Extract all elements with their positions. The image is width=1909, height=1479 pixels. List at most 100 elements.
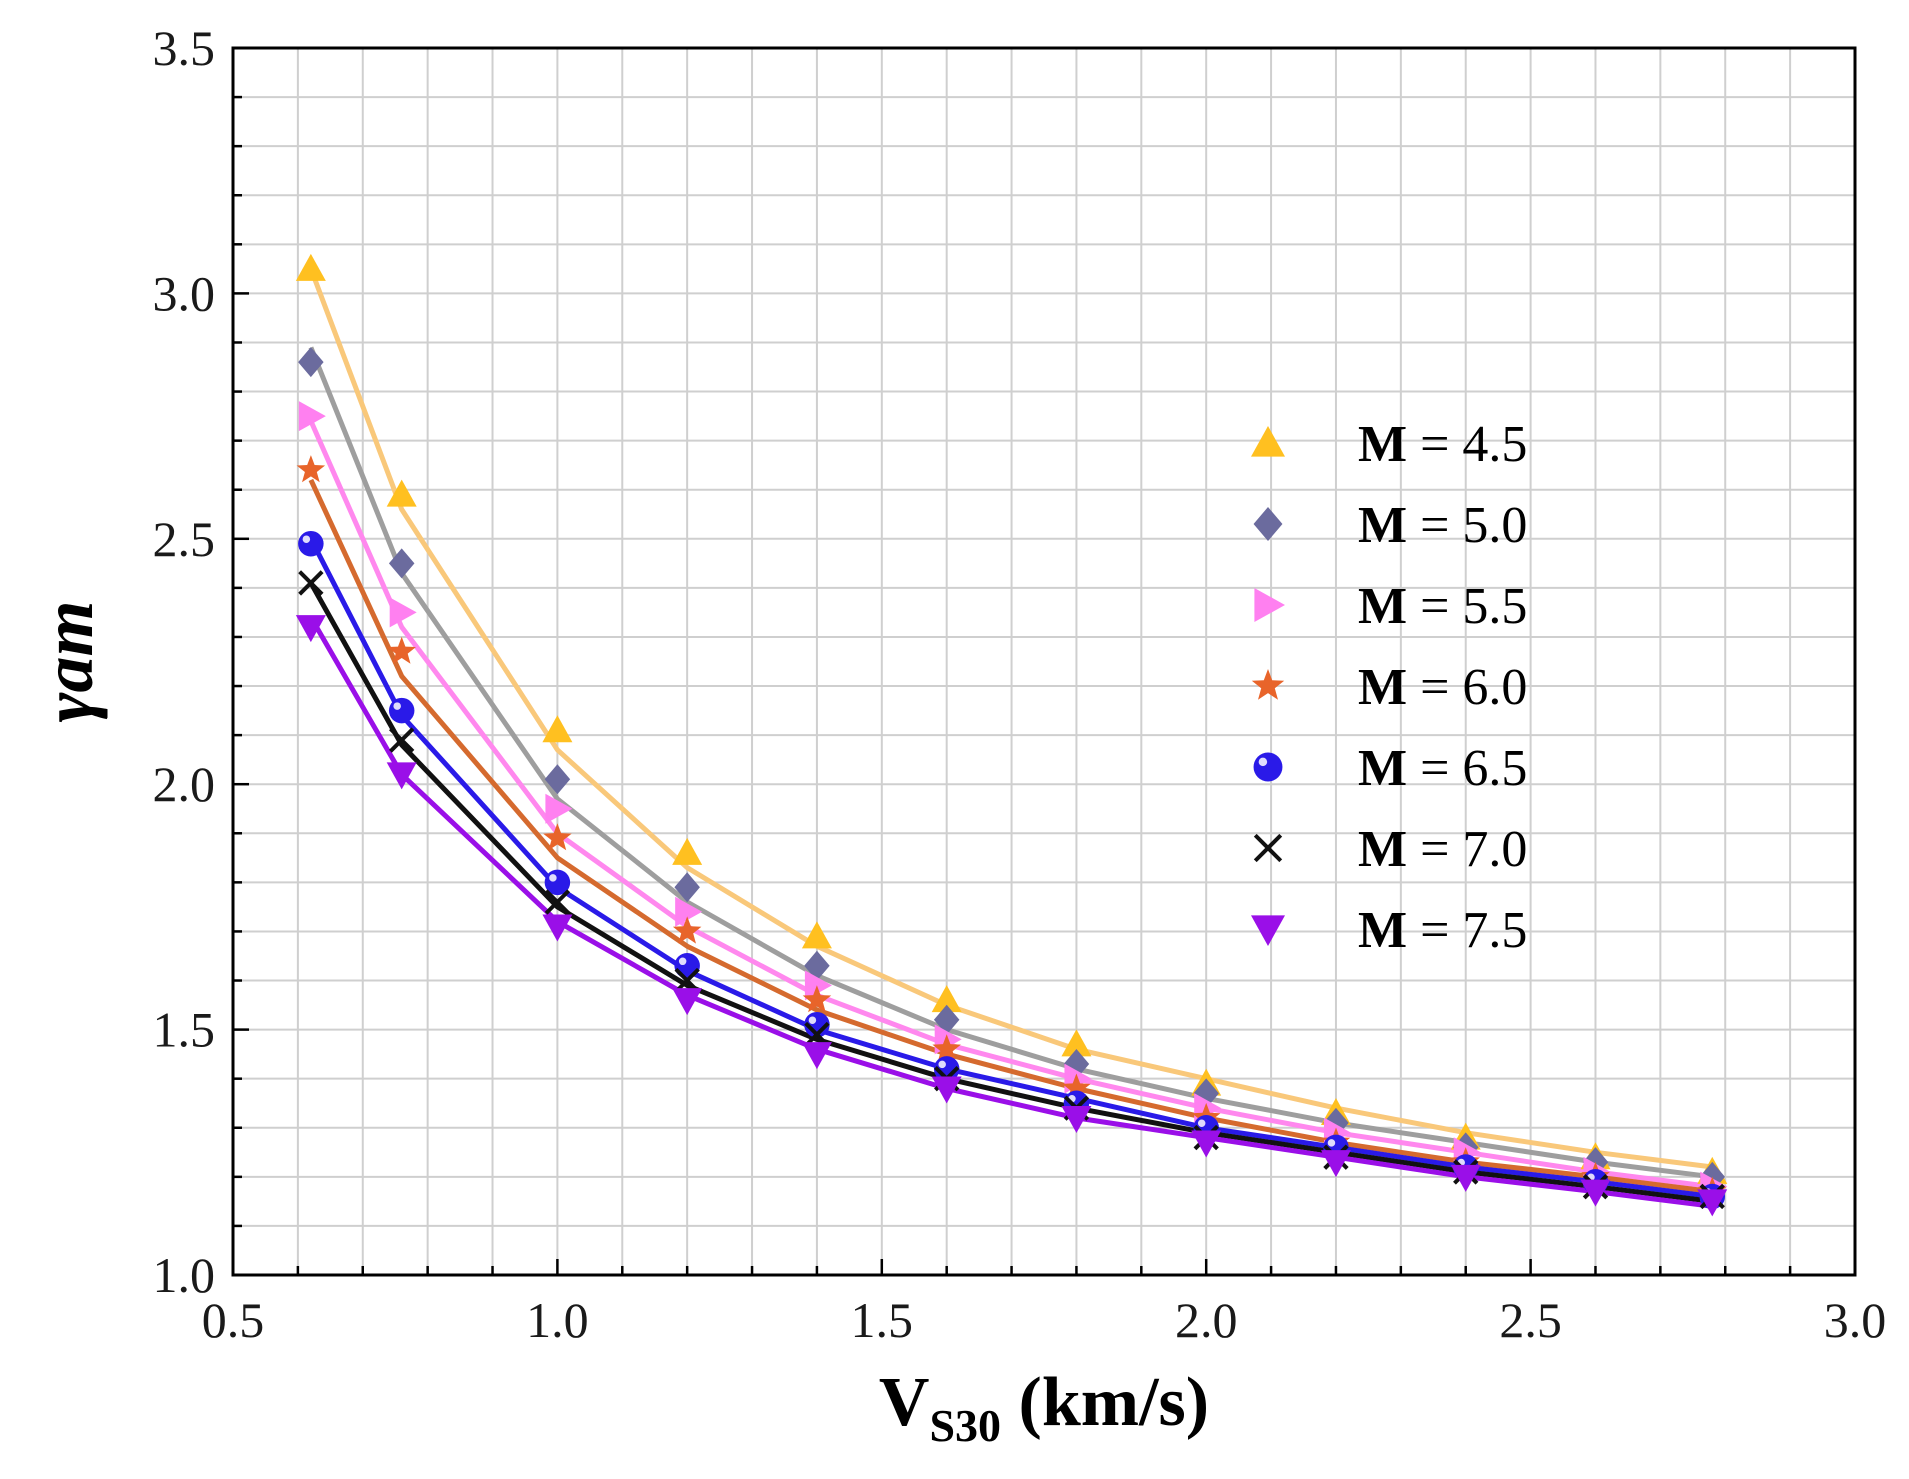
legend-label-suffix: = 5.0 (1407, 497, 1527, 554)
series-7-markers (295, 615, 1728, 1217)
legend-marker-triangle-right-icon (1254, 588, 1285, 622)
data-point (298, 401, 326, 432)
data-point (674, 967, 700, 994)
x-tick-label: 3.0 (1824, 1292, 1887, 1348)
data-point (672, 837, 703, 865)
data-point (1450, 1164, 1481, 1192)
fit-line-series-6 (308, 581, 1713, 1204)
legend-label-prefix: M (1358, 902, 1407, 959)
legend-item: M = 7.5 (1251, 902, 1527, 959)
x-tick-label: 0.5 (202, 1292, 265, 1348)
legend-label: M = 7.0 (1358, 821, 1527, 878)
fit-line-series-2 (308, 346, 1713, 1180)
data-point (1191, 1130, 1222, 1158)
legend-label-prefix: M (1358, 659, 1407, 716)
data-point (672, 988, 703, 1016)
data-point (386, 479, 417, 507)
legend-label-prefix: M (1358, 578, 1407, 635)
axis-ticks (231, 46, 1857, 1277)
legend-item: M = 5.0 (1253, 497, 1527, 554)
data-point (931, 1076, 962, 1104)
data-point (933, 1004, 960, 1035)
data-point (672, 916, 702, 944)
data-point (295, 253, 326, 281)
y-tick-label: 2.5 (153, 511, 216, 567)
x-tick-label: 2.5 (1499, 1292, 1562, 1348)
data-point (389, 597, 417, 628)
legend: M = 4.5M = 5.0M = 5.5M = 6.0M = 6.5M = 7… (1251, 416, 1527, 959)
data-point (1062, 1073, 1091, 1101)
legend-label-suffix: = 5.5 (1407, 578, 1527, 635)
data-point (545, 793, 573, 824)
legend-item: M = 4.5 (1251, 416, 1527, 473)
legend-label: M = 7.5 (1358, 902, 1527, 959)
legend-marker-triangle-up-icon (1251, 426, 1285, 457)
data-point (542, 715, 573, 743)
data-point (1697, 1189, 1728, 1217)
legend-label-prefix: M (1358, 497, 1407, 554)
fit-line-series-5 (308, 537, 1713, 1199)
fit-line-series-3 (308, 419, 1713, 1190)
data-point (1580, 1179, 1611, 1207)
data-point (298, 530, 324, 557)
data-point (1061, 1029, 1092, 1057)
legend-label-prefix: M (1358, 740, 1407, 797)
legend-label-suffix: = 7.5 (1407, 902, 1527, 959)
x-axis-title-main: V (879, 1364, 930, 1441)
data-point (544, 764, 571, 795)
data-point (542, 914, 573, 942)
legend-label: M = 5.5 (1358, 578, 1527, 635)
y-tick-label: 1.5 (153, 1002, 216, 1058)
data-point (295, 615, 326, 643)
y-tick-labels: 1.0 1.5 2.0 2.5 3.0 3.5 (153, 20, 216, 1303)
legend-marker-sphere-icon (1253, 752, 1283, 782)
data-point (298, 570, 324, 596)
x-tick-label: 2.0 (1175, 1292, 1238, 1348)
legend-marker-star-icon (1251, 669, 1285, 700)
x-axis-title-unit: (km/s) (1001, 1364, 1209, 1441)
fit-line-series-7 (308, 616, 1713, 1209)
data-point (675, 896, 703, 927)
fit-lines (308, 268, 1713, 1209)
data-point (801, 1042, 832, 1070)
legend-label-suffix: = 6.0 (1407, 659, 1527, 716)
data-point (801, 921, 832, 949)
data-point (543, 823, 572, 851)
x-tick-label: 1.0 (526, 1292, 589, 1348)
x-axis-title-sub: S30 (929, 1400, 1001, 1451)
x-axis-title: VS30 (km/s) (879, 1364, 1209, 1451)
legend-marker-diamond-icon (1253, 507, 1283, 541)
legend-marker-cross-icon (1253, 833, 1283, 863)
data-point (804, 1011, 830, 1038)
series-6-markers (298, 570, 1725, 1210)
fit-line-series-4 (308, 478, 1713, 1195)
fit-line-series-1 (308, 268, 1713, 1170)
data-point (388, 697, 415, 724)
legend-label-suffix: = 4.5 (1407, 416, 1527, 473)
legend-marker-triangle-down-icon (1251, 915, 1285, 946)
legend-item: M = 7.0 (1253, 821, 1527, 878)
x-tick-labels: 0.5 1.0 1.5 2.0 2.5 3.0 (202, 1292, 1887, 1348)
y-tick-label: 3.0 (153, 265, 216, 321)
plot-frame (231, 46, 1857, 1277)
data-point (388, 548, 415, 579)
data-point (544, 869, 571, 896)
legend-label: M = 6.0 (1358, 659, 1527, 716)
legend-label: M = 6.5 (1358, 740, 1527, 797)
x-tick-label: 1.5 (851, 1292, 914, 1348)
legend-item: M = 6.5 (1253, 740, 1527, 797)
data-point (804, 1021, 830, 1048)
legend-label-prefix: M (1358, 821, 1407, 878)
legend-label-suffix: = 6.5 (1407, 740, 1527, 797)
data-point (932, 1034, 961, 1062)
data-point (674, 872, 700, 903)
y-axis-title: γam (28, 601, 108, 723)
y-tick-label: 1.0 (153, 1247, 216, 1303)
data-point (298, 347, 324, 378)
legend-label-suffix: = 7.0 (1407, 821, 1527, 878)
legend-label: M = 4.5 (1358, 416, 1527, 473)
data-point (386, 762, 417, 790)
data-point (933, 1056, 960, 1082)
data-point (1320, 1150, 1351, 1178)
